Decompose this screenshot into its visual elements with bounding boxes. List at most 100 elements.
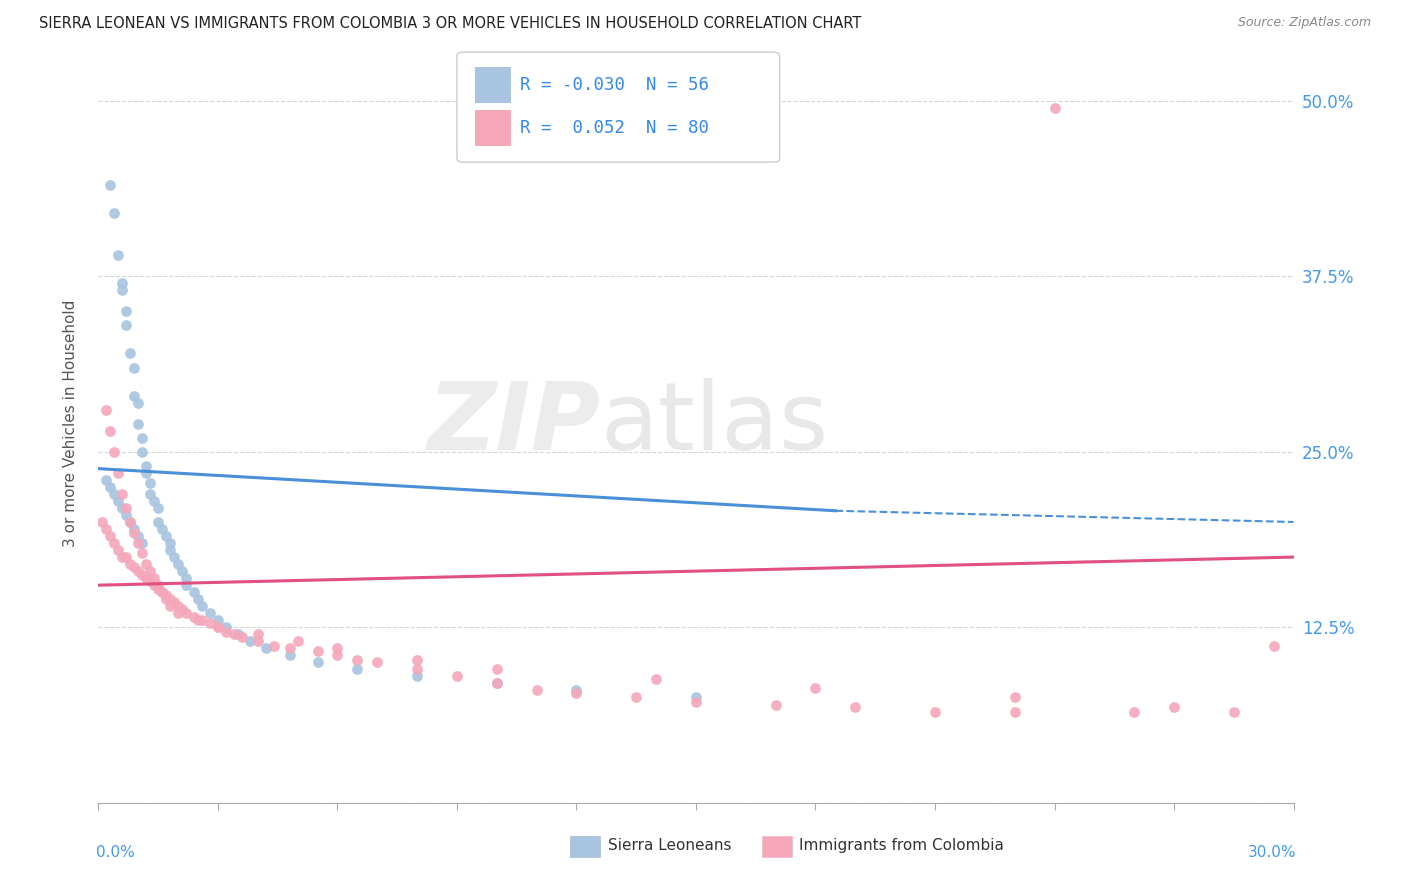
Point [406, 662, 429, 676]
Point [103, 206, 125, 220]
Point [124, 389, 146, 403]
Point [207, 620, 229, 634]
Point [167, 557, 190, 571]
Point [107, 466, 129, 480]
Point [565, 686, 588, 700]
Point [120, 515, 142, 529]
Text: Sierra Leoneans: Sierra Leoneans [607, 838, 731, 853]
Point [150, 522, 173, 536]
Text: SIERRA LEONEAN VS IMMIGRANTS FROM COLOMBIA 3 OR MORE VEHICLES IN HOUSEHOLD CORRE: SIERRA LEONEAN VS IMMIGRANTS FROM COLOMB… [39, 16, 862, 31]
Point [103, 487, 125, 501]
Point [174, 607, 197, 621]
Point [172, 602, 194, 616]
Point [765, 698, 787, 712]
Point [107, 248, 129, 262]
Point [139, 487, 162, 501]
Text: R = -0.030  N = 56: R = -0.030 N = 56 [520, 76, 709, 94]
Point [131, 536, 153, 550]
Point [565, 683, 588, 698]
Point [120, 557, 142, 571]
Point [135, 466, 157, 480]
Point [103, 536, 125, 550]
Point [191, 613, 214, 627]
Point [124, 522, 146, 536]
Point [246, 634, 269, 648]
Point [135, 557, 157, 571]
Point [1163, 700, 1185, 714]
Point [239, 634, 262, 648]
Point [685, 695, 707, 709]
Point [135, 571, 157, 585]
Point [485, 676, 508, 690]
Point [127, 529, 149, 543]
Point [645, 672, 668, 686]
Point [172, 564, 194, 578]
Point [96, 522, 118, 536]
Point [148, 515, 170, 529]
Point [139, 574, 162, 588]
Point [96, 473, 118, 487]
Point [485, 676, 508, 690]
FancyBboxPatch shape [475, 110, 510, 146]
Point [346, 652, 368, 666]
Point [326, 641, 349, 656]
Point [924, 705, 946, 719]
Point [127, 564, 149, 578]
Point [96, 402, 118, 417]
Point [115, 508, 138, 522]
Point [163, 550, 186, 565]
Point [115, 318, 138, 333]
Point [127, 536, 149, 550]
Point [366, 656, 388, 670]
Point [143, 494, 166, 508]
Point [120, 515, 142, 529]
Point [804, 681, 827, 695]
Point [1043, 101, 1066, 115]
Point [107, 543, 129, 558]
Point [198, 607, 221, 621]
Point [406, 669, 429, 683]
Point [91, 515, 114, 529]
Point [246, 627, 269, 641]
Point [1223, 705, 1246, 719]
Point [626, 690, 648, 705]
Point [135, 458, 157, 473]
Point [111, 277, 134, 291]
Point [1123, 705, 1146, 719]
Point [124, 360, 146, 375]
Point [163, 595, 186, 609]
Point [231, 630, 253, 644]
Point [307, 656, 329, 670]
Point [127, 395, 149, 409]
Point [183, 585, 205, 599]
Point [226, 627, 249, 641]
Point [143, 578, 166, 592]
FancyBboxPatch shape [571, 836, 600, 857]
Point [111, 283, 134, 297]
Point [127, 417, 149, 431]
Point [215, 624, 238, 639]
Point [198, 616, 221, 631]
Point [287, 634, 309, 648]
Point [174, 578, 197, 592]
Point [187, 613, 209, 627]
Point [150, 585, 173, 599]
Point [148, 500, 170, 515]
Point [159, 599, 181, 614]
Point [111, 487, 134, 501]
Point [131, 568, 153, 582]
Point [485, 662, 508, 676]
Point [131, 444, 153, 458]
Point [98, 529, 122, 543]
Point [143, 571, 166, 585]
Text: atlas: atlas [600, 377, 828, 470]
Point [1004, 690, 1026, 705]
Point [446, 669, 468, 683]
Point [526, 683, 548, 698]
Point [1004, 705, 1026, 719]
Text: ZIP: ZIP [427, 377, 600, 470]
FancyBboxPatch shape [475, 67, 510, 103]
Point [159, 543, 181, 558]
Point [159, 592, 181, 607]
Point [98, 178, 122, 192]
